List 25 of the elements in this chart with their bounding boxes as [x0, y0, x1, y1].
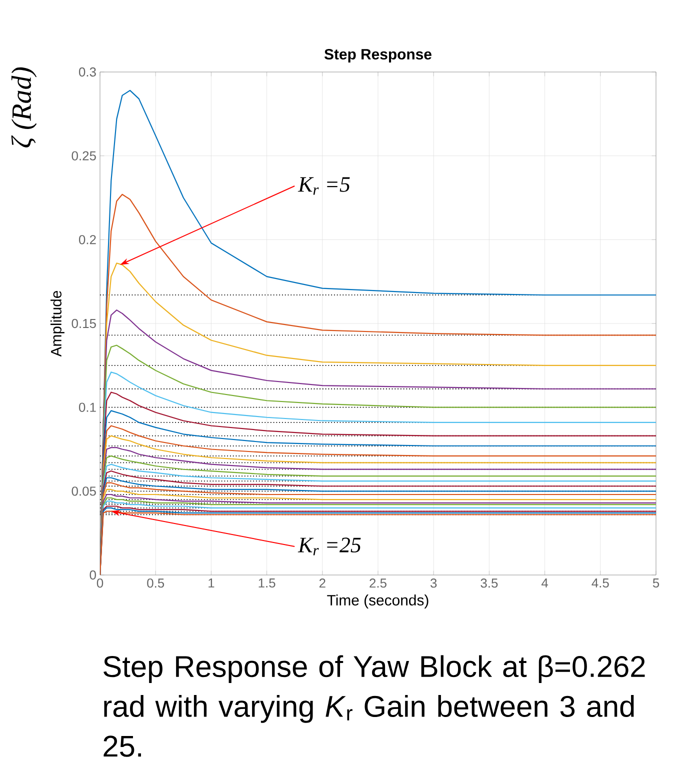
annotation: K$_{r}$ =5: [298, 177, 350, 195]
y-axis-title: Amplitude: [50, 290, 64, 357]
x-tick-label: 3: [430, 578, 437, 588]
x-tick-label: 1.5: [258, 578, 276, 588]
y-tick-label: 0.1: [78, 402, 96, 412]
x-axis-title: Time (seconds): [327, 594, 428, 608]
x-tick-label: 2: [319, 578, 326, 588]
annotation: K$_{r}$ =25: [298, 538, 361, 556]
y-tick-label: 0.25: [72, 151, 96, 160]
y-tick-label: 0.15: [72, 318, 96, 328]
y-tick-label: 0.2: [78, 235, 96, 244]
x-tick-label: 5: [652, 578, 660, 588]
y-tick-label: 0: [90, 570, 96, 580]
x-tick-label: 0: [96, 578, 104, 588]
x-tick-label: 1: [208, 578, 214, 588]
x-tick-label: 0.5: [147, 578, 164, 588]
x-tick-label: 3.5: [480, 578, 498, 588]
y-tick-label: 0.3: [78, 67, 96, 77]
chart-title: Step Response: [324, 48, 432, 62]
text: ζ (Rad): [11, 67, 37, 148]
y-tick-label: 0.05: [72, 486, 96, 496]
x-tick-label: 4.5: [592, 578, 609, 588]
x-tick-label: 2.5: [370, 578, 386, 588]
text: Step Response of Yaw Block at β=0.262 rad with varying K$_{r}$ Gain between 3 and 25.: [104, 655, 645, 757]
x-tick-label: 4: [541, 578, 548, 588]
